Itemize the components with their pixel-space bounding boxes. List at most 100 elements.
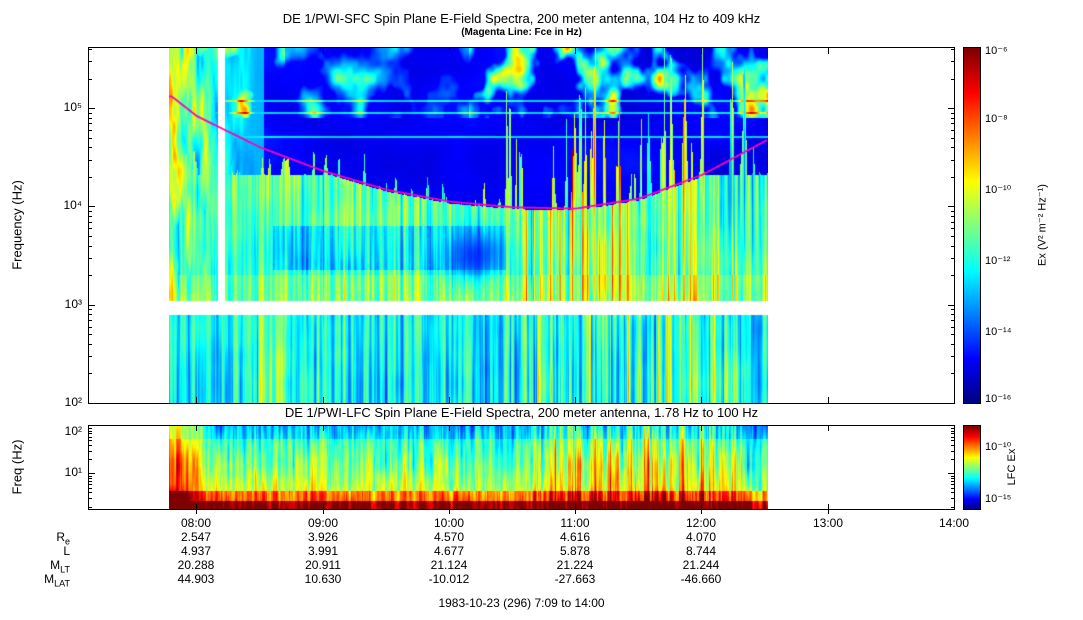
axis-tick — [448, 510, 450, 514]
axis-tick — [951, 498, 954, 500]
axis-tick — [948, 108, 954, 110]
axis-tick — [951, 245, 954, 247]
axis-tick — [89, 78, 92, 80]
axis-tick — [322, 510, 324, 514]
lfc-colorbar-tick: 10⁻¹⁵ — [985, 493, 1012, 505]
axis-tick — [196, 48, 198, 54]
axis-tick — [89, 343, 92, 345]
axis-tick — [575, 510, 577, 514]
sfc-ytick-label: 10³ — [64, 297, 82, 311]
axis-tick — [89, 319, 92, 321]
axis-tick — [89, 314, 92, 316]
axis-tick — [89, 430, 92, 432]
time-tick-label: 08:00 — [180, 516, 212, 530]
axis-tick — [951, 61, 954, 63]
axis-tick — [196, 504, 198, 509]
axis-tick — [575, 397, 577, 403]
axis-tick — [575, 504, 577, 509]
axis-tick — [951, 257, 954, 259]
sfc-colorbar-tick: 10⁻⁸ — [985, 113, 1008, 125]
ephemeris-value: 4.070 — [685, 530, 717, 544]
ephemeris-value: 3.991 — [307, 544, 339, 558]
axis-tick — [448, 397, 450, 403]
axis-tick — [89, 440, 92, 442]
axis-tick — [951, 176, 954, 178]
ephemeris-value: 5.878 — [559, 544, 591, 558]
lfc-colorbar-gradient — [964, 426, 980, 509]
time-tick-label: 09:00 — [307, 516, 339, 530]
axis-tick — [89, 473, 95, 475]
lfc-colorbar-label: LFC Ex — [1006, 448, 1018, 486]
lfc-ytick-label: 10¹ — [64, 465, 82, 479]
axis-tick — [951, 314, 954, 316]
ephemeris-value: 2.547 — [180, 530, 212, 544]
axis-tick — [575, 426, 577, 431]
sfc-colorbar-tick: 10⁻¹⁶ — [985, 393, 1012, 405]
axis-tick — [89, 236, 92, 237]
axis-tick — [89, 506, 92, 508]
axis-tick — [89, 228, 92, 230]
axis-tick — [951, 475, 954, 477]
lfc-colorbar — [963, 425, 981, 510]
time-tick-label: 13:00 — [812, 516, 844, 530]
lfc-colorbar-tick: 10⁻¹⁰ — [985, 441, 1012, 453]
ephemeris-row-label: MLAT — [44, 572, 70, 589]
time-tick-label: 14:00 — [938, 516, 970, 530]
axis-tick — [951, 159, 954, 161]
axis-tick — [701, 397, 703, 403]
axis-tick — [951, 428, 954, 430]
axis-tick — [89, 373, 92, 375]
ephemeris-value: 44.903 — [177, 572, 215, 586]
axis-tick — [89, 176, 92, 178]
axis-tick — [951, 319, 954, 321]
axis-tick — [951, 117, 954, 119]
axis-tick — [827, 504, 829, 509]
axis-tick — [701, 426, 703, 431]
axis-tick — [89, 210, 92, 212]
axis-tick — [827, 397, 829, 403]
axis-tick — [951, 326, 954, 328]
time-tick-label: 11:00 — [560, 516, 590, 530]
sfc-plot-area — [88, 47, 955, 404]
ephemeris-row-label: L — [63, 544, 70, 558]
axis-tick — [89, 275, 92, 277]
ephemeris-row-re: Re 2.547 3.926 4.570 4.616 4.070 — [0, 530, 1083, 546]
axis-tick — [951, 137, 954, 139]
axis-tick — [951, 373, 954, 375]
sfc-colorbar-tick: 10⁻⁶ — [985, 45, 1008, 57]
axis-tick — [89, 215, 92, 217]
time-tick-label: 10:00 — [433, 516, 465, 530]
axis-tick — [89, 206, 95, 208]
axis-tick — [951, 459, 954, 461]
ephemeris-row-mlt: MLT 20.288 20.911 21.124 21.224 21.244 — [0, 558, 1083, 574]
ephemeris-value: 21.244 — [682, 558, 720, 572]
axis-tick — [951, 480, 954, 482]
axis-tick — [951, 112, 954, 114]
axis-tick — [89, 450, 92, 452]
axis-tick — [951, 129, 954, 131]
axis-tick — [448, 504, 450, 509]
ephemeris-value: 8.744 — [685, 544, 717, 558]
axis-tick — [322, 504, 324, 509]
axis-tick — [322, 426, 324, 431]
axis-tick — [951, 48, 954, 50]
axis-tick — [951, 78, 954, 80]
fce-line-legend: (Magenta Line: Fce in Hz) — [461, 27, 582, 38]
sfc-colorbar-gradient — [964, 48, 980, 403]
axis-tick — [89, 433, 92, 435]
ephemeris-value: 3.926 — [307, 530, 339, 544]
axis-tick — [89, 356, 92, 358]
axis-tick — [701, 510, 703, 514]
axis-tick — [827, 426, 829, 431]
ephemeris-value: 4.616 — [559, 530, 591, 544]
lfc-plot-area — [88, 425, 955, 510]
axis-tick — [89, 61, 92, 63]
lfc-ytick-label: 10² — [64, 424, 82, 438]
sfc-y-axis-label: Frequency (Hz) — [9, 180, 25, 270]
axis-tick — [951, 356, 954, 358]
lfc-panel-title: DE 1/PWI-LFC Spin Plane E-Field Spectra,… — [284, 405, 759, 420]
sfc-colorbar — [963, 47, 981, 404]
axis-tick — [89, 436, 92, 438]
axis-tick — [196, 397, 198, 403]
axis-tick — [951, 221, 954, 223]
